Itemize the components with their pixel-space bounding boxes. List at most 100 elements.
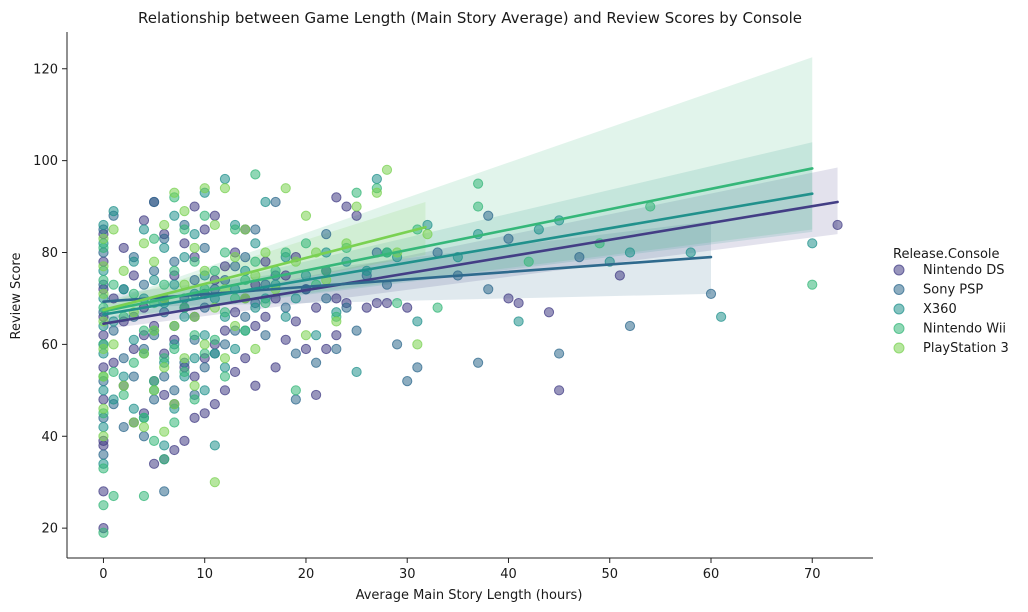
point-playstation-3	[148, 385, 160, 396]
point-x360	[189, 353, 200, 364]
point-nintendo-ds	[554, 385, 565, 396]
point-nintendo-ds	[310, 302, 322, 313]
point-nintendo-ds	[260, 256, 271, 267]
point-sony-psp	[240, 252, 251, 263]
point-nintendo-wii	[128, 357, 139, 368]
point-nintendo-wii	[138, 325, 150, 336]
point-playstation-3	[189, 311, 200, 322]
point-nintendo-ds	[108, 357, 119, 368]
point-sony-psp	[199, 242, 210, 254]
point-nintendo-ds	[310, 389, 322, 401]
point-playstation-3	[169, 187, 180, 198]
point-sony-psp	[391, 339, 403, 350]
point-nintendo-ds	[341, 201, 352, 212]
point-playstation-3	[199, 339, 210, 350]
point-x360	[199, 385, 210, 396]
point-sony-psp	[321, 229, 332, 240]
point-nintendo-wii	[118, 389, 129, 401]
point-nintendo-wii	[473, 178, 484, 189]
point-sony-psp	[260, 330, 271, 341]
legend-marker-nintendo-wii	[893, 323, 905, 334]
point-x360	[108, 206, 119, 217]
point-sony-psp	[219, 339, 231, 350]
legend-label-nintendo-wii: Nintendo Wii	[923, 322, 1006, 337]
point-x360	[219, 362, 231, 373]
point-playstation-3	[108, 339, 119, 350]
point-nintendo-wii	[148, 376, 160, 387]
y-tick-label: 20	[41, 522, 58, 537]
point-nintendo-ds	[229, 307, 241, 318]
point-playstation-3	[250, 343, 261, 355]
point-x360	[280, 311, 291, 322]
point-playstation-3	[219, 183, 231, 194]
point-x360	[189, 229, 200, 240]
point-x360	[209, 348, 220, 359]
point-nintendo-ds	[179, 238, 190, 249]
point-sony-psp	[169, 256, 180, 267]
point-nintendo-ds	[98, 362, 109, 373]
scatter-points	[98, 164, 843, 538]
point-playstation-3	[148, 256, 160, 267]
y-tick-label: 100	[33, 154, 58, 169]
point-sony-psp	[138, 279, 150, 290]
point-playstation-3	[280, 183, 291, 194]
point-nintendo-wii	[199, 210, 210, 221]
point-nintendo-wii	[179, 366, 190, 378]
point-nintendo-wii	[169, 265, 180, 276]
point-sony-psp	[290, 348, 301, 359]
x-tick-label: 30	[399, 567, 416, 582]
point-nintendo-ds	[503, 293, 514, 304]
point-nintendo-wii	[169, 417, 180, 428]
point-nintendo-ds	[331, 293, 342, 304]
point-x360	[716, 311, 727, 322]
point-sony-psp	[229, 261, 241, 272]
point-nintendo-wii	[98, 274, 109, 286]
point-nintendo-wii	[229, 224, 241, 235]
point-x360	[533, 224, 544, 235]
point-nintendo-wii	[807, 279, 818, 290]
point-nintendo-wii	[473, 201, 484, 212]
point-nintendo-wii	[98, 242, 109, 254]
point-playstation-3	[98, 343, 109, 355]
point-x360	[118, 371, 129, 382]
point-nintendo-wii	[159, 279, 170, 290]
fit-line-sony-psp	[102, 255, 713, 303]
point-x360	[148, 274, 160, 286]
point-sony-psp	[250, 224, 261, 235]
point-sony-psp	[624, 320, 636, 332]
legend-label-x360: X360	[923, 302, 957, 317]
point-sony-psp	[402, 376, 413, 387]
point-nintendo-wii	[148, 435, 160, 446]
legend-marker-nintendo-ds	[893, 264, 905, 276]
fit-line-nintendo-wii	[102, 167, 814, 313]
plot-area	[98, 57, 843, 538]
point-x360	[310, 330, 322, 341]
point-sony-psp	[118, 353, 129, 364]
point-playstation-3	[189, 242, 200, 254]
point-playstation-3	[159, 362, 170, 373]
point-x360	[128, 256, 139, 267]
point-nintendo-ds	[331, 192, 342, 203]
point-sony-psp	[108, 325, 119, 336]
point-nintendo-ds	[199, 408, 210, 419]
point-nintendo-ds	[402, 302, 413, 313]
point-playstation-3	[159, 426, 170, 437]
legend-label-playstation-3: PlayStation 3	[923, 341, 1009, 356]
point-sony-psp	[351, 325, 362, 336]
point-x360	[685, 247, 696, 258]
point-nintendo-ds	[513, 297, 524, 309]
point-nintendo-wii	[159, 454, 170, 465]
point-nintendo-ds	[98, 330, 109, 341]
point-playstation-3	[209, 219, 220, 231]
point-nintendo-ds	[128, 270, 139, 281]
point-x360	[250, 238, 261, 249]
point-playstation-3	[108, 224, 119, 235]
point-x360	[118, 284, 129, 295]
point-nintendo-ds	[169, 444, 180, 456]
point-playstation-3	[98, 261, 109, 272]
point-x360	[624, 247, 636, 258]
point-sony-psp	[199, 362, 210, 373]
point-x360	[412, 316, 423, 327]
fit-line-nintendo-ds	[102, 200, 839, 326]
